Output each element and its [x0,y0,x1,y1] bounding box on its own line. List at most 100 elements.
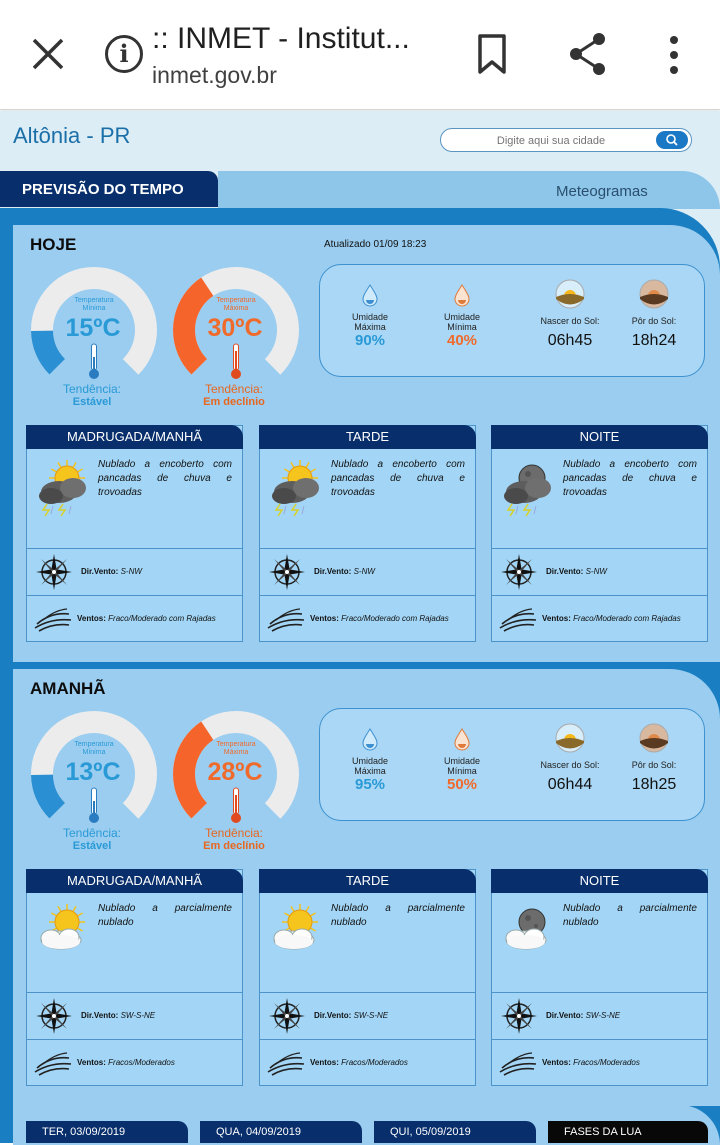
period-name[interactable]: TARDE [259,425,476,449]
sunset-label: Pôr do Sol: [631,760,677,770]
sunset-icon [639,723,669,753]
search-input[interactable] [451,131,651,150]
page-url[interactable]: inmet.gov.br [152,62,277,88]
wind-speed: Ventos: Fracos/Moderados [310,1058,408,1067]
moon-cloud-icon [505,908,547,950]
humidity-min-label: Umidade Mínima [443,756,481,776]
temp-max-gauge [173,711,299,837]
tab-previsao-do-tempo[interactable]: PREVISÃO DO TEMPO [0,171,218,207]
thermometer-hot-icon [231,787,241,823]
site-content: Altônia - PR Meteogramas PREVISÃO DO TEM… [0,111,720,1145]
wind-speed: Ventos: Fraco/Moderado com Rajadas [542,614,681,623]
page-title: :: INMET - Institut... [152,22,410,55]
temp-min-trend-label: Tendência: [62,382,122,396]
temp-max-caption: Temperatura Máxima [216,741,256,756]
tab-moon-phases[interactable]: FASES DA LUA [548,1121,708,1143]
wind-icon [499,1052,537,1076]
wind-speed: Ventos: Fraco/Moderado com Rajadas [310,614,449,623]
temp-min-value: 15ºC [65,314,121,342]
sunset-icon [639,279,669,309]
tab-day-qui[interactable]: QUI, 05/09/2019 [374,1121,536,1143]
sunrise-icon [555,723,585,753]
wind-speed: Ventos: Fraco/Moderado com Rajadas [77,614,216,623]
sunrise-label: Nascer do Sol: [540,760,600,770]
sunrise-value: 06h44 [547,776,593,793]
temp-min-trend: Estável [72,396,112,408]
temp-min-caption: Temperatura Mínima [74,297,114,312]
wind-direction: Dir.Vento: SW-S-NE [314,1011,389,1020]
temp-min-gauge [30,267,157,393]
period-card: MADRUGADA/MANHÃ Nublado a parcialmente n… [26,869,243,1086]
humidity-max-icon [362,728,378,751]
temp-min-gauge [30,711,157,837]
period-description: Nublado a parcialmente nublado [98,903,232,928]
sunrise-icon [555,279,585,309]
thermometer-cold-icon [89,343,99,379]
compass-icon [269,554,305,590]
period-name[interactable]: NOITE [491,425,708,449]
temp-max-gauge [173,267,299,393]
thermometer-hot-icon [231,343,241,379]
sunrise-label: Nascer do Sol: [540,316,600,326]
wind-icon [267,608,305,632]
compass-icon [501,554,537,590]
wind-direction: Dir.Vento: S-NW [546,567,607,576]
thermometer-cold-icon [89,787,99,823]
wind-icon [34,1052,72,1076]
compass-icon [501,998,537,1034]
compass-icon [269,998,305,1034]
close-icon[interactable] [26,32,70,76]
day-title: HOJE [30,235,77,254]
period-description: Nublado a encoberto com pancadas de chuv… [563,459,697,498]
city-search[interactable] [440,128,692,152]
sun-cloud-icon [40,904,85,950]
wind-direction: Dir.Vento: SW-S-NE [546,1011,621,1020]
sunset-value: 18h25 [631,776,677,793]
sunset-label: Pôr do Sol: [631,316,677,326]
humidity-min-value: 40% [446,332,478,349]
period-name[interactable]: MADRUGADA/MANHÃ [26,425,243,449]
sun-cloud-icon [273,904,318,950]
period-card: TARDE Nublado a parcialmente nublado Dir… [259,869,476,1086]
period-name[interactable]: MADRUGADA/MANHÃ [26,869,243,893]
more-vert-icon[interactable] [662,34,686,76]
wind-direction: Dir.Vento: S-NW [314,567,375,576]
city-title: Altônia - PR [13,123,131,148]
updated-time: Atualizado 01/09 18:23 [324,239,427,250]
search-icon [666,134,678,146]
wind-icon [499,608,537,632]
next-days-section: TER, 03/09/2019 QUA, 04/09/2019 QUI, 05/… [13,1105,720,1145]
temp-max-trend: Em declínio [203,396,265,408]
bookmark-icon[interactable] [474,32,510,76]
info-icon[interactable]: i [105,35,143,73]
compass-icon [36,998,72,1034]
period-description: Nublado a encoberto com pancadas de chuv… [331,459,465,498]
day-forecast: AMANHÃ Temperatura Mínima 13ºC Tendência… [13,669,720,1106]
day-title: AMANHÃ [30,679,106,698]
period-name[interactable]: TARDE [259,869,476,893]
sunset-value: 18h24 [631,332,677,349]
wind-icon [267,1052,305,1076]
humidity-min-icon [454,284,470,307]
period-description: Nublado a encoberto com pancadas de chuv… [98,459,232,498]
period-description: Nublado a parcialmente nublado [563,903,697,928]
period-card: NOITE Nublado a parcialmente nublado Dir… [491,869,708,1086]
tab-day-ter[interactable]: TER, 03/09/2019 [26,1121,188,1143]
tab-day-qua[interactable]: QUA, 04/09/2019 [200,1121,362,1143]
humidity-max-icon [362,284,378,307]
tab-meteogramas[interactable]: Meteogramas [218,171,720,209]
temp-max-trend-label: Tendência: [204,826,264,840]
search-button[interactable] [656,131,688,149]
share-icon[interactable] [566,30,610,78]
humidity-min-icon [454,728,470,751]
browser-toolbar: i :: INMET - Institut... inmet.gov.br [0,0,720,110]
wind-speed: Ventos: Fracos/Moderados [542,1058,640,1067]
temp-min-value: 13ºC [65,758,121,786]
wind-speed: Ventos: Fracos/Moderados [77,1058,175,1067]
period-name[interactable]: NOITE [491,869,708,893]
temp-min-trend-label: Tendência: [62,826,122,840]
humidity-max-label: Umidade Máxima [351,312,389,332]
humidity-max-value: 90% [354,332,386,349]
period-card: MADRUGADA/MANHÃ Nublado a encoberto com … [26,425,243,642]
period-card: TARDE Nublado a encoberto com pancadas d… [259,425,476,642]
